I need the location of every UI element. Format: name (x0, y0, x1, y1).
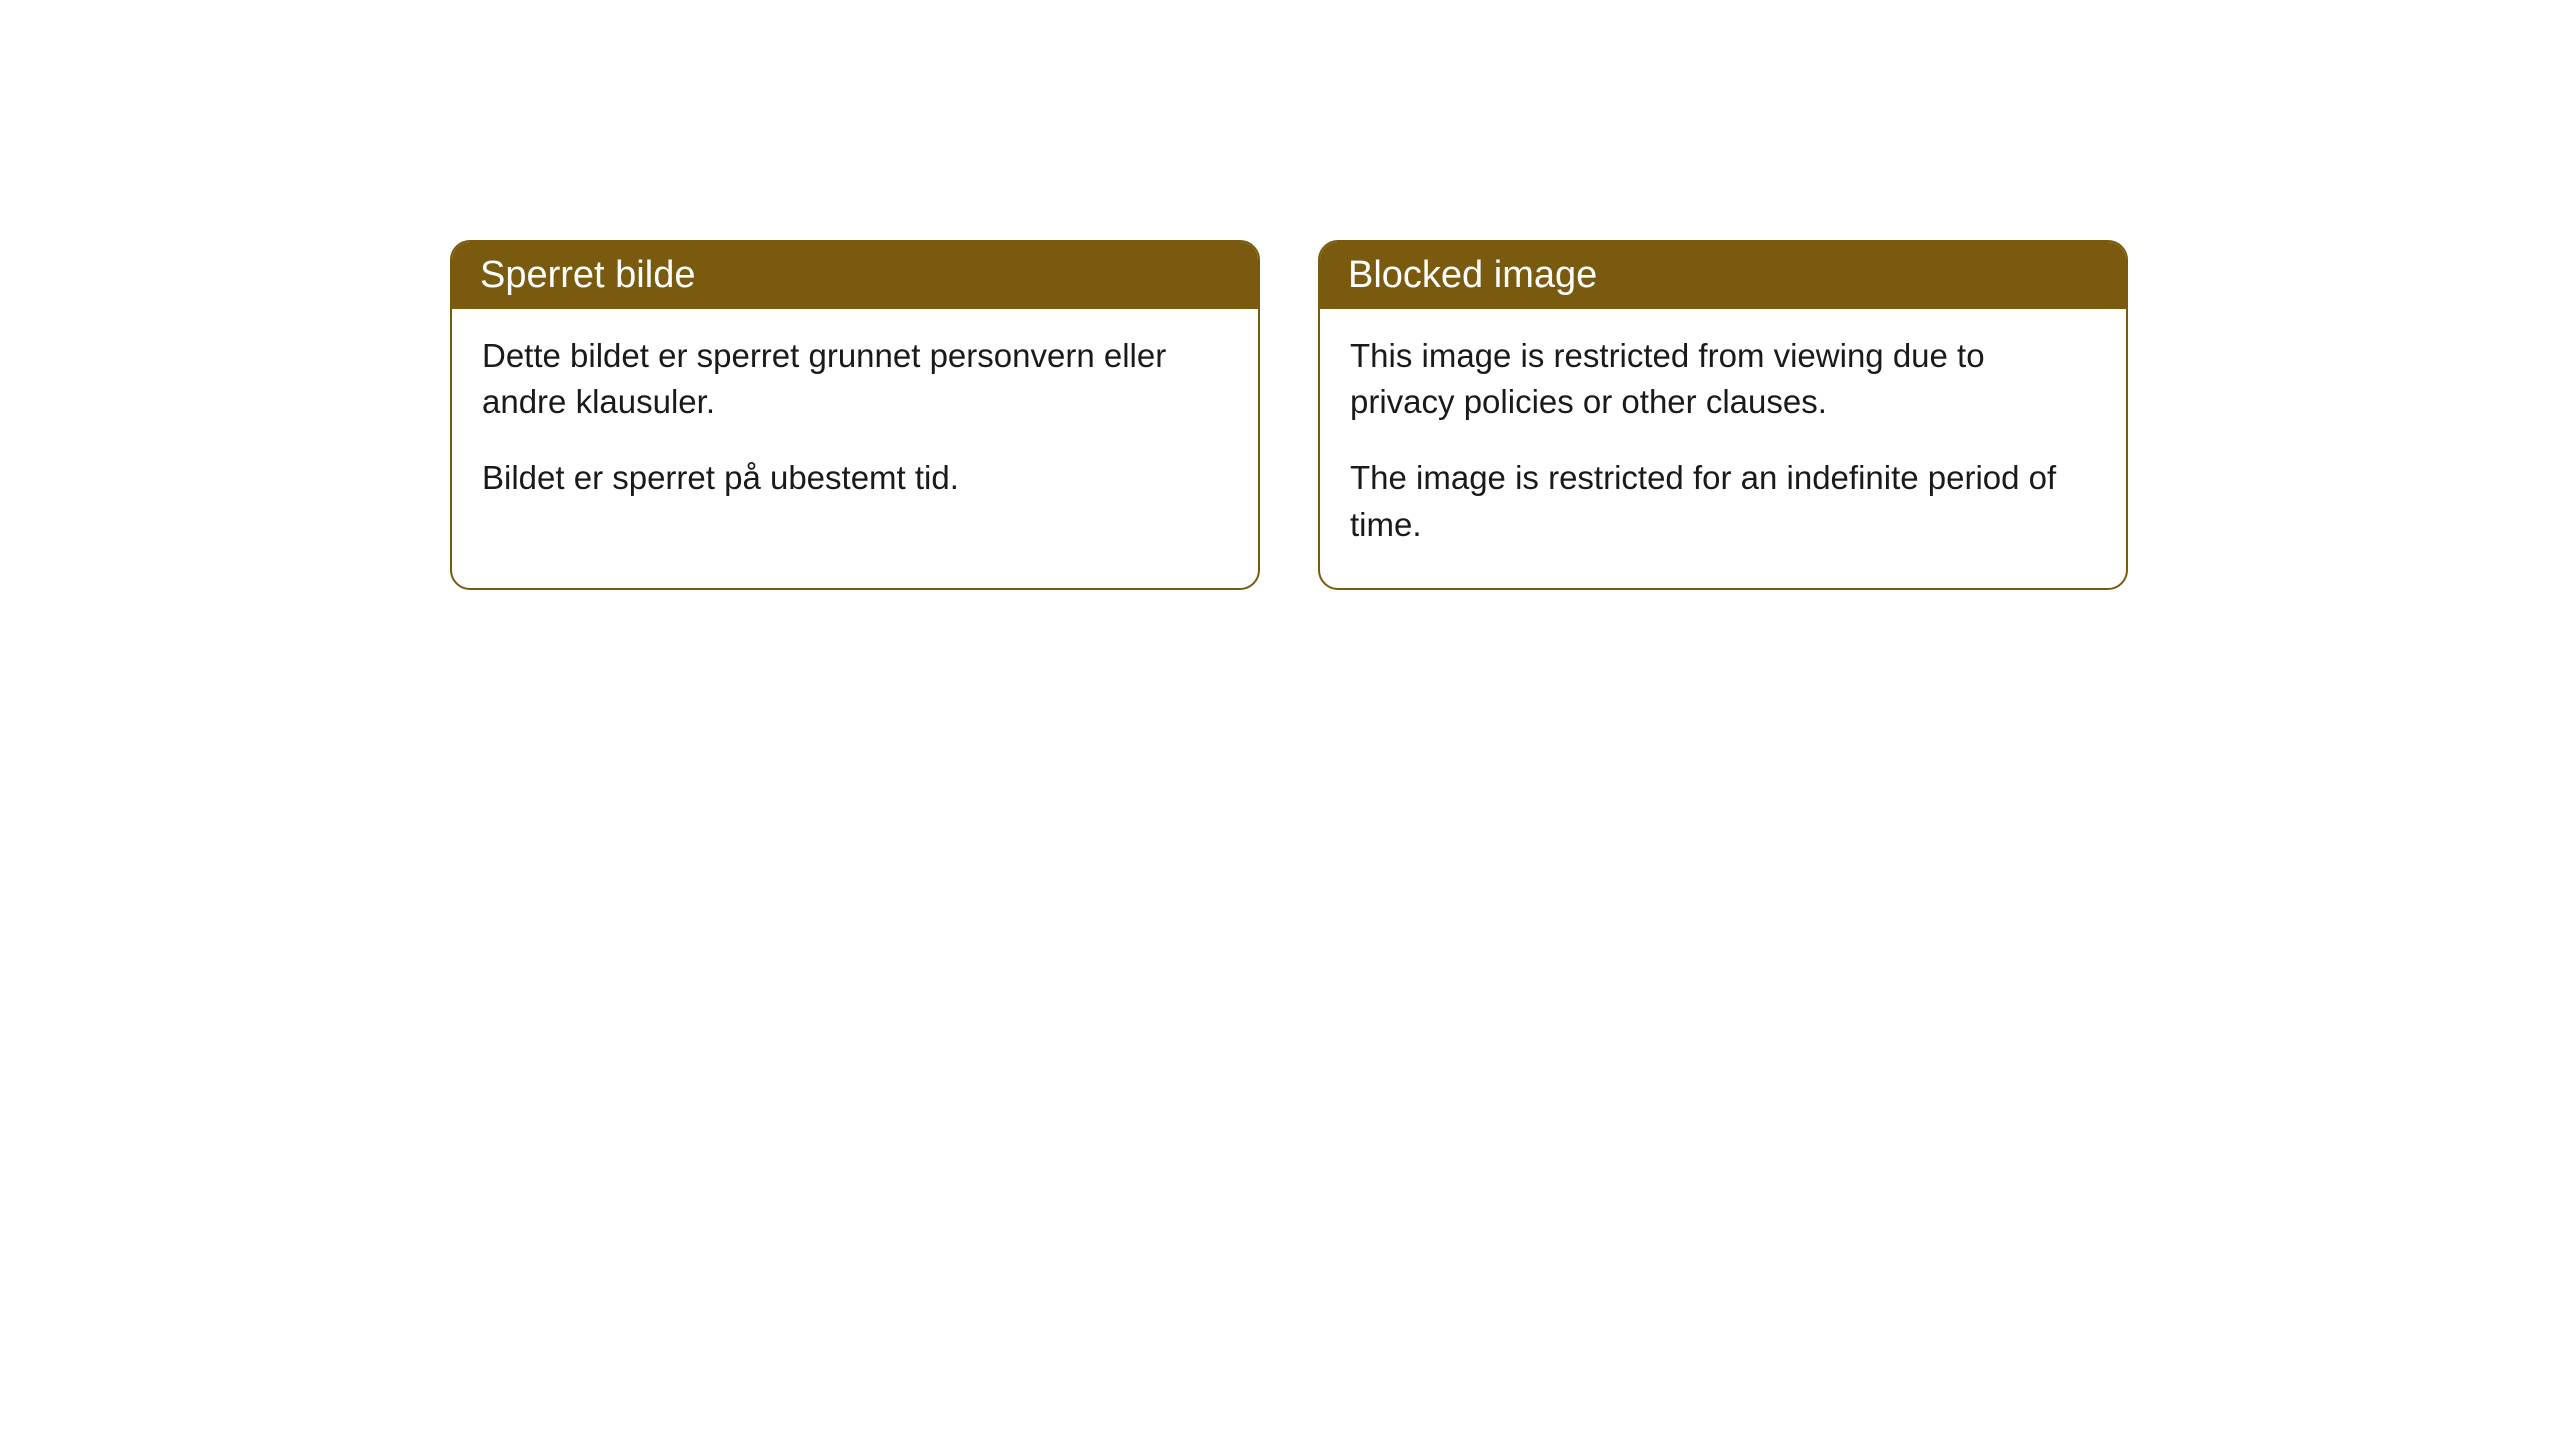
card-body-english: This image is restricted from viewing du… (1320, 309, 2126, 588)
card-paragraph-1: This image is restricted from viewing du… (1350, 333, 2096, 425)
card-title-english: Blocked image (1320, 242, 2126, 309)
card-paragraph-2: The image is restricted for an indefinit… (1350, 455, 2096, 547)
card-title-norwegian: Sperret bilde (452, 242, 1258, 309)
notice-cards-container: Sperret bilde Dette bildet er sperret gr… (450, 240, 2128, 590)
card-body-norwegian: Dette bildet er sperret grunnet personve… (452, 309, 1258, 542)
card-paragraph-1: Dette bildet er sperret grunnet personve… (482, 333, 1228, 425)
card-paragraph-2: Bildet er sperret på ubestemt tid. (482, 455, 1228, 501)
notice-card-norwegian: Sperret bilde Dette bildet er sperret gr… (450, 240, 1260, 590)
notice-card-english: Blocked image This image is restricted f… (1318, 240, 2128, 590)
